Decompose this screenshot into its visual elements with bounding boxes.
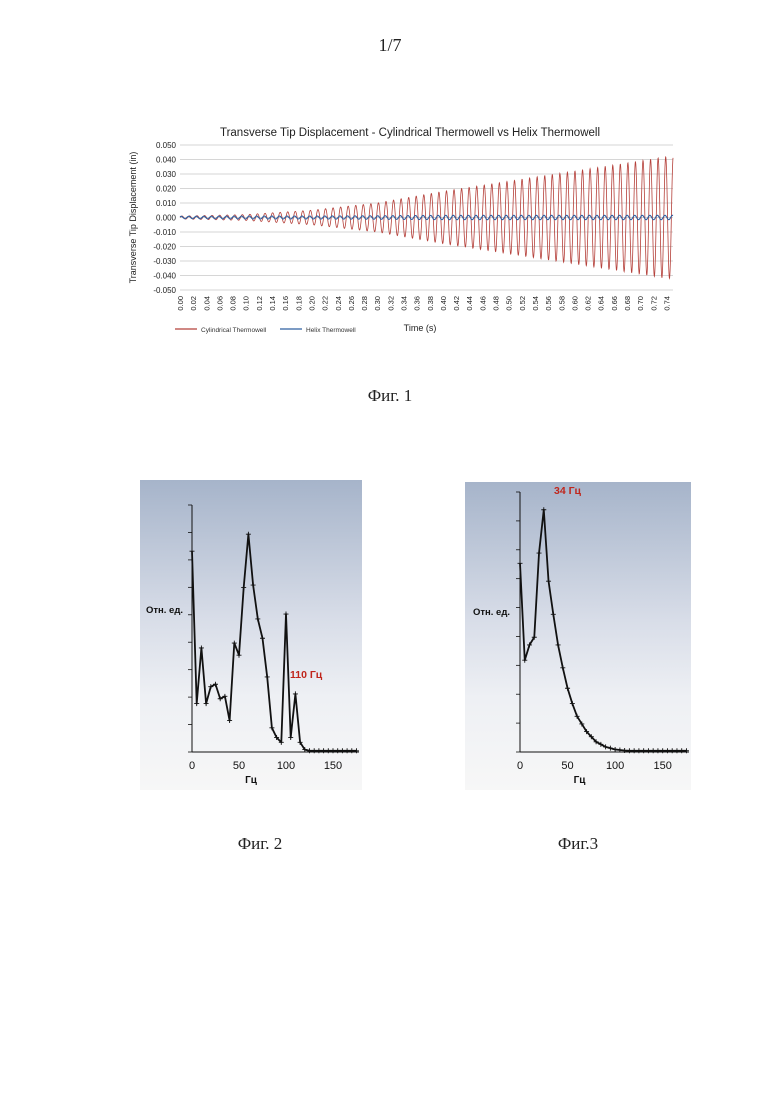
x-tick-label: 0 — [517, 760, 523, 772]
x-tick-label: 0 — [189, 760, 195, 772]
x-tick-label: 0.66 — [610, 296, 619, 311]
figure-2-caption: Фиг. 2 — [210, 834, 310, 854]
x-tick-label: 0.62 — [584, 296, 593, 311]
legend-label: Helix Thermowell — [306, 327, 356, 334]
x-tick-label: 0.48 — [492, 296, 501, 311]
x-tick-label: 0.50 — [505, 296, 514, 311]
x-tick-label: 0.40 — [439, 296, 448, 311]
x-tick-label: 100 — [277, 760, 295, 772]
spectrum-chart-fig3: 0 50 100 150 Гц Отн. ед. 34 Гц — [465, 482, 691, 790]
x-tick-label: 0.00 — [176, 296, 185, 311]
displacement-chart: Transverse Tip Displacement - Cylindrica… — [120, 120, 690, 340]
x-tick-label: 150 — [654, 760, 672, 772]
y-tick-label: 0.010 — [156, 199, 177, 208]
x-tick-label: 0.72 — [649, 296, 658, 311]
x-tick-label: 0.42 — [452, 296, 461, 311]
y-tick-label: -0.030 — [153, 257, 176, 266]
y-tick-label: 0.050 — [156, 141, 177, 150]
x-tick-label: 0.64 — [597, 296, 606, 311]
x-tick-label: 0.74 — [662, 296, 671, 311]
x-tick-label: 0.38 — [426, 296, 435, 311]
x-tick-label: 100 — [606, 760, 624, 772]
x-tick-label: 150 — [324, 760, 342, 772]
y-tick-label: -0.020 — [153, 243, 176, 252]
chart-title: Transverse Tip Displacement - Cylindrica… — [220, 127, 600, 139]
x-tick-label: 0.60 — [570, 296, 579, 311]
peak-annotation: 110 Гц — [290, 669, 323, 681]
x-tick-label: 0.52 — [518, 296, 527, 311]
figure-1-caption: Фиг. 1 — [0, 386, 780, 406]
y-tick-label: -0.050 — [153, 286, 176, 295]
x-tick-label: 0.68 — [623, 296, 632, 311]
figure-3-caption: Фиг.3 — [528, 834, 628, 854]
x-tick-label: 0.02 — [189, 296, 198, 311]
y-tick-label: 0.030 — [156, 170, 177, 179]
x-tick-label: 0.22 — [321, 296, 330, 311]
x-tick-label: 0.56 — [544, 296, 553, 311]
x-axis-label: Гц — [574, 775, 587, 786]
x-tick-label: 0.14 — [268, 296, 277, 311]
x-tick-label: 0.16 — [281, 296, 290, 311]
x-tick-label: 0.20 — [307, 296, 316, 311]
x-tick-label: 50 — [561, 760, 573, 772]
peak-annotation: 34 Гц — [554, 485, 582, 497]
legend-label: Cylindrical Thermowell — [201, 327, 267, 334]
y-tick-label: -0.010 — [153, 228, 176, 237]
x-tick-label: 0.26 — [347, 296, 356, 311]
x-tick-label: 0.24 — [334, 296, 343, 311]
x-tick-label: 0.10 — [242, 296, 251, 311]
x-tick-label: 0.30 — [373, 296, 382, 311]
x-tick-label: 50 — [233, 760, 245, 772]
x-tick-label: 0.34 — [399, 296, 408, 311]
y-axis-label: Transverse Tip Displacement (in) — [128, 152, 138, 284]
x-tick-label: 0.04 — [202, 296, 211, 311]
chart-background — [465, 482, 691, 790]
x-tick-label: 0.32 — [386, 296, 395, 311]
x-tick-label: 0.18 — [294, 296, 303, 311]
y-axis-label: Отн. ед. — [146, 605, 183, 616]
x-tick-label: 0.46 — [478, 296, 487, 311]
y-tick-label: 0.000 — [156, 214, 177, 223]
x-tick-label: 0.08 — [229, 296, 238, 311]
chart-background — [140, 480, 362, 790]
x-tick-label: 0.70 — [636, 296, 645, 311]
x-tick-label: 0.36 — [413, 296, 422, 311]
x-tick-label: 0.58 — [557, 296, 566, 311]
x-axis-label: Time (s) — [404, 323, 437, 333]
x-tick-label: 0.12 — [255, 296, 264, 311]
y-axis-label: Отн. ед. — [473, 607, 510, 618]
x-tick-label: 0.54 — [531, 296, 540, 311]
y-tick-label: 0.040 — [156, 156, 177, 165]
page-number: 1/7 — [0, 35, 780, 56]
y-tick-label: -0.040 — [153, 272, 176, 281]
x-tick-label: 0.06 — [215, 296, 224, 311]
spectrum-chart-fig2: 0 50 100 150 Гц Отн. ед. 110 Гц — [140, 480, 362, 790]
y-tick-label: 0.020 — [156, 185, 177, 194]
x-tick-label: 0.28 — [360, 296, 369, 311]
x-tick-label: 0.44 — [465, 296, 474, 311]
x-axis-label: Гц — [245, 775, 258, 786]
